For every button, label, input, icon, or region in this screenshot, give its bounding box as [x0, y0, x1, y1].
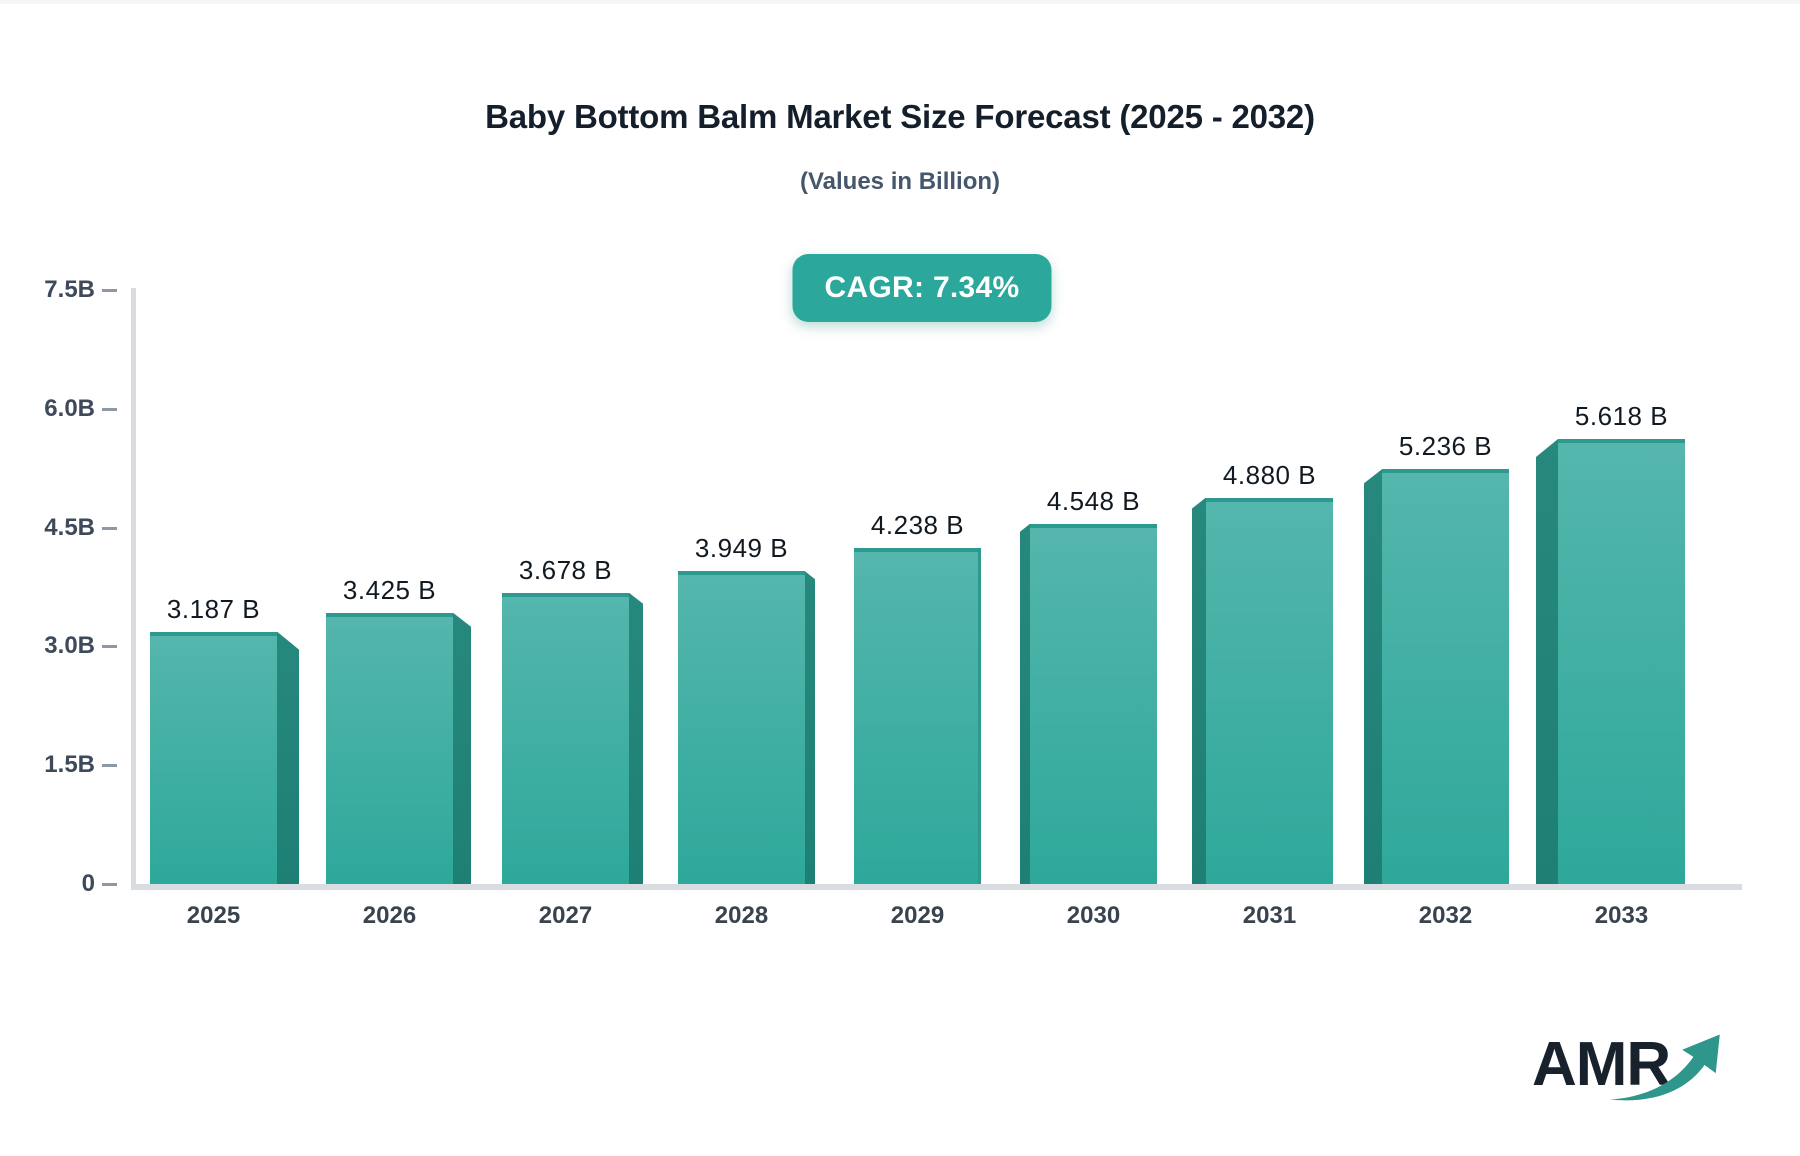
x-axis-label-2030: 2030 — [1066, 902, 1121, 929]
x-axis-label-2028: 2028 — [714, 902, 769, 929]
amr-logo-text: AMR — [1532, 1030, 1671, 1099]
x-axis-label-2027: 2027 — [538, 902, 593, 929]
x-axis-line — [131, 884, 1742, 890]
bar-value-label-2027: 3.678 B — [518, 554, 613, 585]
bar-2031 — [1206, 497, 1333, 884]
x-axis-label-2029: 2029 — [890, 902, 945, 929]
y-tick-label: 1.5B — [44, 751, 95, 779]
chart-subtitle: (Values in Billion) — [799, 168, 1001, 195]
y-tick-dash — [102, 289, 117, 292]
cagr-badge-label: CAGR: 7.34% — [824, 271, 1020, 304]
bar-value-label-2033: 5.618 B — [1574, 401, 1669, 432]
y-tick-dash — [102, 764, 117, 768]
chart-title: Baby Bottom Balm Market Size Forecast (2… — [485, 98, 1315, 135]
y-tick-label: 3.0B — [44, 632, 95, 660]
y-axis-line — [131, 288, 136, 889]
y-tick-dash — [102, 883, 117, 886]
bar-value-label-2031: 4.880 B — [1222, 459, 1317, 490]
bar-2028 — [678, 571, 805, 884]
bar-side-2030 — [1020, 523, 1030, 884]
x-axis-label-2033: 2033 — [1594, 902, 1649, 929]
bar-side-2028 — [805, 571, 815, 884]
bar-2026 — [326, 612, 453, 884]
bar-value-label-2030: 4.548 B — [1046, 485, 1141, 516]
y-tick-dash — [102, 645, 117, 649]
y-tick-label: 0 — [81, 870, 95, 897]
bar-value-label-2028: 3.949 B — [694, 533, 789, 564]
page-top-border — [0, 0, 1800, 4]
growth-arrow-icon — [1610, 1034, 1720, 1101]
y-tick-dash — [102, 526, 117, 530]
bar-value-label-2032: 5.236 B — [1398, 431, 1493, 462]
bar-2030 — [1030, 523, 1157, 884]
bar-2032 — [1382, 469, 1509, 884]
bar-side-2031 — [1192, 497, 1206, 884]
bar-value-label-2029: 4.238 B — [870, 510, 965, 541]
bar-side-2033 — [1536, 439, 1558, 884]
y-tick-dash — [102, 407, 117, 411]
cagr-badge: CAGR: 7.34% — [792, 254, 1052, 322]
bar-value-label-2025: 3.187 B — [166, 593, 261, 624]
x-axis-label-2026: 2026 — [362, 902, 417, 929]
bar-side-2025 — [277, 631, 299, 884]
bar-side-2026 — [453, 612, 471, 884]
x-axis-label-2032: 2032 — [1418, 902, 1473, 929]
x-axis-label-2025: 2025 — [186, 902, 241, 929]
bar-side-2032 — [1364, 469, 1382, 884]
y-tick-label: 6.0B — [44, 394, 95, 422]
bar-side-2027 — [629, 592, 643, 884]
bar-value-label-2026: 3.425 B — [342, 574, 437, 605]
bar-2033 — [1558, 439, 1685, 884]
y-tick-label: 7.5B — [44, 276, 95, 303]
plot-area: 7.5B 6.0B 4.5B 3.0B 1.5B 0 3.187 B 3.425 B 3.67… — [44, 276, 1742, 929]
x-axis-label-2031: 2031 — [1242, 902, 1297, 929]
amr-logo: AMR — [1532, 1028, 1732, 1112]
bar-2027 — [502, 592, 629, 884]
y-tick-label: 4.5B — [44, 513, 95, 541]
bar-2025 — [150, 631, 277, 884]
bar-2029 — [854, 548, 981, 884]
